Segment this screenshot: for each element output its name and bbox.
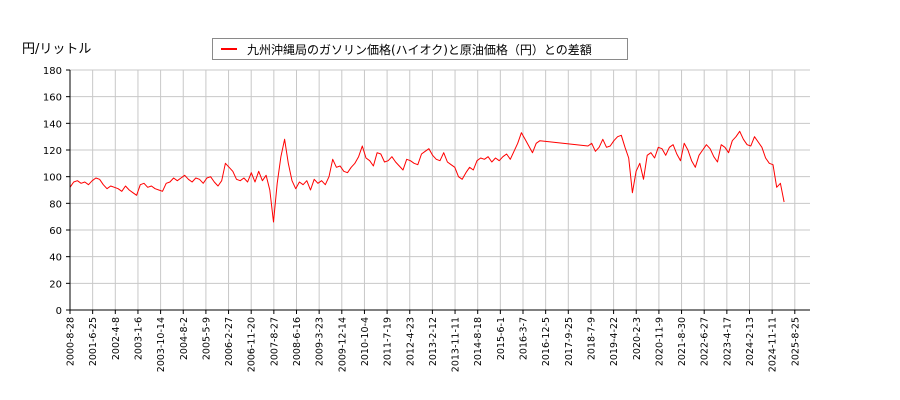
x-tick-label: 2016-3-7 xyxy=(519,317,530,360)
x-tick-label: 2000-8-28 xyxy=(66,317,77,366)
x-tick-label: 2020-2-3 xyxy=(632,317,643,360)
x-tick-label: 2020-11-9 xyxy=(654,317,665,366)
x-tick-label: 2012-4-23 xyxy=(405,317,416,366)
x-tick-label: 2003-10-14 xyxy=(156,317,167,372)
x-tick-label: 2006-11-20 xyxy=(247,317,258,372)
x-tick-label: 2018-7-9 xyxy=(586,317,597,360)
x-tick-label: 2024-11-11 xyxy=(768,317,779,372)
x-tick-label: 2021-8-30 xyxy=(677,317,688,366)
x-tick-label: 2009-12-14 xyxy=(337,317,348,372)
chart-legend: 九州沖縄局のガソリン価格(ハイオク)と原油価格（円）との差額 xyxy=(212,38,628,60)
y-tick-label: 60 xyxy=(49,226,62,237)
x-tick-label: 2019-4-22 xyxy=(609,317,620,366)
x-tick-label: 2001-6-25 xyxy=(88,317,99,366)
x-tick-label: 2014-8-18 xyxy=(473,317,484,366)
x-tick-label: 2023-4-17 xyxy=(722,317,733,366)
y-tick-label: 80 xyxy=(49,199,62,210)
x-tick-label: 2004-8-2 xyxy=(179,317,190,360)
y-tick-label: 160 xyxy=(43,93,62,104)
x-axis: 2000-8-28 2001-6-25 2002-4-8 2003-1-6 2003-1… xyxy=(66,310,801,372)
x-tick-label: 2007-8-27 xyxy=(269,317,280,366)
y-tick-label: 0 xyxy=(56,306,62,317)
x-tick-label: 2016-12-5 xyxy=(541,317,552,366)
plot-frame xyxy=(70,70,810,310)
x-tick-label: 2017-9-25 xyxy=(564,317,575,366)
y-tick-label: 20 xyxy=(49,279,62,290)
x-tick-label: 2010-10-4 xyxy=(360,317,371,366)
legend-line-swatch-icon xyxy=(221,48,237,50)
x-tick-label: 2008-6-16 xyxy=(292,317,303,366)
y-tick-label: 180 xyxy=(43,66,62,77)
series-line xyxy=(69,130,785,223)
y-tick-label: 120 xyxy=(43,146,62,157)
chart-grid xyxy=(70,69,810,311)
x-tick-label: 2011-7-19 xyxy=(383,317,394,366)
x-tick-label: 2013-2-12 xyxy=(428,317,439,366)
x-tick-label: 2022-6-27 xyxy=(700,317,711,366)
x-tick-label: 2006-2-27 xyxy=(224,317,235,366)
x-tick-label: 2013-11-11 xyxy=(451,317,462,372)
y-tick-label: 100 xyxy=(43,173,62,184)
y-tick-label: 140 xyxy=(43,119,62,130)
x-tick-label: 2005-5-9 xyxy=(201,317,212,360)
y-tick-label: 40 xyxy=(49,253,62,264)
x-tick-label: 2003-1-6 xyxy=(133,317,144,360)
y-axis: 0 20 40 60 80 100 120 140 160 180 xyxy=(43,66,70,317)
x-tick-label: 2015-6-1 xyxy=(496,317,507,360)
legend-label: 九州沖縄局のガソリン価格(ハイオク)と原油価格（円）との差額 xyxy=(247,42,592,57)
x-tick-label: 2002-4-8 xyxy=(111,317,122,360)
x-tick-label: 2025-8-25 xyxy=(790,317,801,366)
x-tick-label: 2024-2-13 xyxy=(745,317,756,366)
y-axis-unit-label: 円/リットル xyxy=(22,42,92,57)
x-tick-label: 2009-3-23 xyxy=(315,317,326,366)
